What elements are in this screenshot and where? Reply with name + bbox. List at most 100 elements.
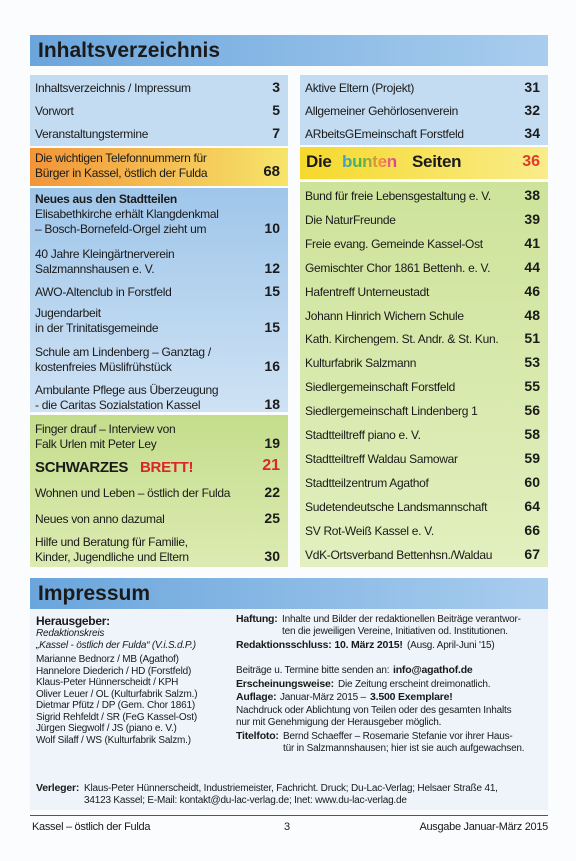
section-heading: Neues aus den Stadtteilen — [35, 192, 177, 206]
entry-title: Hilfe und Beratung für Familie, — [35, 535, 188, 549]
entry-title: Stadtteiltreff piano e. V. — [305, 428, 421, 442]
entry-title: Falk Urlen mit Peter Ley — [35, 437, 157, 451]
page-number: 59 — [524, 449, 540, 466]
highlight: SCHWARZES — [35, 459, 129, 476]
page-number: 58 — [524, 426, 540, 442]
text: nur mit Genehmigung der Herausgeber mögl… — [236, 716, 442, 728]
member: Sigrid Rehfeldt / SR (FeG Kassel-Ost) — [36, 711, 197, 723]
entry-title: Die wichtigen Telefonnummern für — [35, 151, 207, 165]
entry-title: - die Caritas Sozialstation Kassel — [35, 398, 201, 412]
page-number: 46 — [524, 282, 540, 299]
page-number: 41 — [524, 234, 540, 251]
page-number: 64 — [524, 497, 540, 514]
footer-text: Kassel – östlich der Fulda — [32, 821, 151, 833]
page-number: 44 — [524, 258, 540, 275]
text: (Ausg. April-Juni '15) — [407, 640, 495, 651]
page-number: 7 — [272, 125, 280, 141]
label: Auflage: — [236, 691, 277, 703]
entry-title: VdK-Ortsverband Bettenhsn./Waldau — [305, 547, 493, 562]
page-number: 30 — [264, 548, 280, 564]
highlight: Seiten — [412, 152, 462, 171]
entry-title: Jugendarbeit — [35, 306, 101, 320]
entry-title: ARbeitsGEmeinschaft Forstfeld — [305, 127, 464, 141]
entry-title: Ambulante Pflege aus Überzeugung — [35, 383, 219, 397]
page-number: 48 — [524, 306, 540, 323]
box — [30, 188, 288, 412]
page-number: 56 — [524, 402, 540, 419]
text: ten die jeweiligen Vereine, Initiativen … — [282, 625, 508, 637]
entry-title: in der Trinitatisgemeinde — [35, 321, 159, 335]
entry-title: Wohnen und Leben – östlich der Fulda — [35, 486, 231, 500]
label: Haftung: — [236, 613, 278, 625]
page-number: 36 — [522, 153, 540, 170]
page-number: 53 — [524, 354, 540, 371]
page-number: 19 — [264, 435, 280, 451]
text: Beiträge u. Termine bitte senden an: — [236, 665, 390, 676]
entry-title: Vorwort — [35, 104, 74, 118]
member: Marianne Bednorz / MB (Agathof) — [36, 654, 179, 665]
footer-text: Ausgabe Januar-März 2015 — [419, 821, 548, 833]
entry-title: Kath. Kirchengem. St. Andr. & St. Kun. — [305, 332, 499, 347]
page-number: 39 — [524, 210, 540, 227]
entry-title: Siedlergemeinschaft Lindenberg 1 — [305, 404, 478, 419]
member: Oliver Leuer / OL (Kulturfabrik Salzm.) — [36, 688, 198, 700]
entry-title: Hafentreff Unterneustadt — [305, 284, 429, 299]
page-number: 66 — [524, 521, 540, 538]
page-number: 38 — [524, 187, 540, 203]
page-number: 5 — [272, 102, 280, 118]
section-title: Impressum — [38, 582, 151, 605]
header-band — [30, 35, 548, 66]
member: Dietmar Pfütz / DP (Gem. Chor 1861) — [36, 700, 195, 711]
entry-title: Kinder, Jugendliche und Eltern — [35, 550, 189, 564]
highlight: bunten — [342, 152, 397, 171]
entry-title: Freie evang. Gemeinde Kassel-Ost — [305, 236, 483, 251]
text: „Kassel - östlich der Fulda“ (V.i.S.d.P.… — [36, 640, 196, 651]
label: Redaktionsschluss: 10. März 2015! — [236, 639, 403, 651]
rule — [30, 815, 548, 816]
entry-title: Sudetendeutsche Landsmannschaft — [305, 499, 488, 514]
entry-title: Elisabethkirche erhält Klangdenkmal — [35, 207, 219, 221]
page-number: 31 — [524, 79, 540, 95]
member: Wolf Silaff / WS (Kulturfabrik Salzm.) — [36, 734, 191, 746]
entry-title: Gemischter Chor 1861 Bettenh. e. V. — [305, 260, 491, 275]
label: Herausgeber: — [36, 614, 110, 628]
highlight: Die — [306, 152, 332, 171]
strong: info@agathof.de — [393, 664, 473, 676]
text: Januar-März 2015 – — [280, 692, 366, 703]
entry-title: AWO-Altenclub in Forstfeld — [35, 285, 172, 299]
box — [30, 609, 548, 810]
page-number: 15 — [264, 319, 280, 335]
entry-title: kostenfreies Müslifrühstück — [35, 360, 172, 374]
page-number: 21 — [262, 457, 280, 474]
entry-title: Stadtteiltreff Waldau Samowar — [305, 451, 458, 466]
page-number: 15 — [264, 283, 280, 299]
page-number: 12 — [264, 260, 280, 276]
text: Nachdruck oder Ablichtung von Teilen ode… — [236, 705, 512, 716]
page-number: 22 — [264, 484, 280, 500]
entry-title: Veranstaltungstermine — [35, 127, 149, 141]
page-number: 68 — [263, 163, 280, 180]
header-band — [30, 578, 548, 609]
page-number: 51 — [524, 330, 540, 347]
page-title: Inhaltsverzeichnis — [38, 39, 221, 62]
label: Titelfoto: — [236, 730, 279, 742]
entry-title: Bund für freie Lebensgestaltung e. V. — [305, 189, 491, 203]
entry-title: – Bosch-Bornefeld-Orgel zieht um — [35, 222, 207, 236]
page-number: 3 — [272, 79, 280, 95]
box — [30, 75, 288, 146]
box — [30, 148, 288, 186]
entry-title: SV Rot-Weiß Kassel e. V. — [305, 523, 434, 538]
page-number: 10 — [264, 220, 280, 236]
entry-title: Schule am Lindenberg – Ganztag / — [35, 345, 211, 359]
footer-page: 3 — [284, 821, 290, 833]
text: Redaktionskreis — [36, 628, 105, 639]
text: Inhalte und Bilder der redaktionellen Be… — [282, 614, 521, 625]
page-number: 25 — [264, 510, 280, 526]
page-number: 67 — [524, 545, 540, 562]
text: Bernd Schaeffer – Rosemarie Stefanie vor… — [283, 731, 513, 742]
box — [300, 182, 548, 567]
entry-title: Siedlergemeinschaft Forstfeld — [305, 380, 456, 395]
box — [30, 415, 288, 567]
member: Jürgen Siegwolf / JS (piano e. V.) — [36, 723, 177, 734]
